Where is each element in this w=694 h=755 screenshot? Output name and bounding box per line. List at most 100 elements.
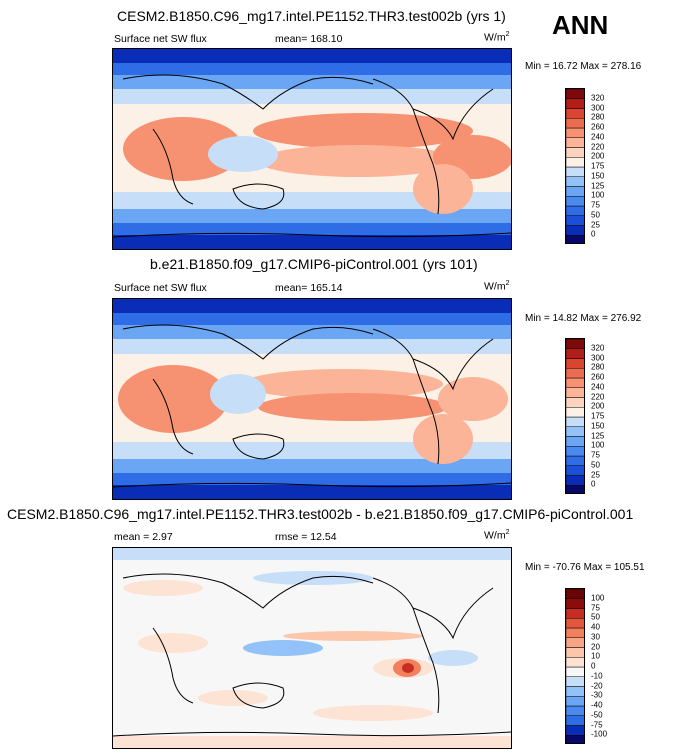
colorbar-swatch — [566, 147, 584, 158]
colorbar-swatch — [566, 205, 584, 216]
colorbar-tick-label: 300 — [591, 103, 605, 112]
colorbar-swatch — [566, 475, 584, 486]
colorbar-tick-label: 220 — [591, 142, 605, 151]
colorbar-swatch — [566, 618, 584, 629]
panel1-title: CESM2.B1850.C96_mg17.intel.PE1152.THR3.t… — [117, 8, 506, 24]
colorbar-swatch — [566, 647, 584, 658]
colorbar-tick-label: 320 — [591, 93, 605, 103]
colorbar-tick-label: 75 — [591, 200, 600, 210]
colorbar-swatch — [566, 186, 584, 197]
colorbar-swatch — [566, 166, 584, 177]
colorbar-tick-label: 50 — [591, 612, 600, 622]
colorbar-swatch — [566, 368, 584, 379]
colorbar-tick-label: 175 — [591, 411, 605, 421]
colorbar-swatch — [566, 666, 584, 677]
colorbar-tick-label: -100 — [591, 729, 608, 739]
panel2-minmax: Min = 14.82 Max = 276.92 — [525, 313, 642, 324]
colorbar-swatch — [566, 157, 584, 168]
colorbar-tick-label: 25 — [591, 220, 600, 229]
colorbar-tick-label: 125 — [591, 431, 605, 440]
colorbar-swatch — [566, 725, 584, 736]
colorbar-tick-label: -50 — [591, 710, 603, 720]
colorbar-swatch — [566, 705, 584, 716]
colorbar-tick-label: 240 — [591, 382, 605, 392]
colorbar-swatch — [566, 407, 584, 418]
colorbar-swatch — [566, 387, 584, 398]
colorbar-tick-label: 100 — [591, 190, 605, 200]
colorbar-tick-label: 0 — [591, 479, 596, 489]
colorbar-swatch — [566, 696, 584, 707]
colorbar-tick-label: -20 — [591, 681, 603, 690]
colorbar-swatch — [566, 608, 584, 619]
colorbar-tick-label: 20 — [591, 642, 600, 651]
colorbar-swatch — [566, 657, 584, 668]
colorbar-tick-label: 50 — [591, 210, 600, 220]
season-label: ANN — [552, 10, 609, 40]
colorbar-swatch — [566, 176, 584, 187]
colorbar-swatch — [566, 377, 584, 388]
colorbar-swatch — [566, 358, 584, 369]
colorbar-swatch — [566, 196, 584, 207]
colorbar-tick-label: 40 — [591, 622, 600, 632]
colorbar-swatch — [566, 637, 584, 648]
colorbar-swatch — [566, 118, 584, 129]
colorbar-swatch — [566, 589, 584, 599]
colorbar-tick-label: -40 — [591, 700, 603, 710]
panel2-units: W/m2 — [484, 280, 510, 293]
panel2-colorbar: 320 300 280 260 240 220 200 175 150 125 100 75 50 25 0 — [565, 338, 604, 494]
panel1-minmax: Min = 16.72 Max = 278.16 — [525, 61, 642, 72]
colorbar-tick-label: 260 — [591, 122, 605, 132]
panel2-map — [112, 298, 512, 500]
colorbar-tick-label: 260 — [591, 372, 605, 382]
panel1-colorbar-swatches — [565, 88, 585, 244]
colorbar-tick-label: 150 — [591, 171, 605, 181]
colorbar-swatch — [566, 715, 584, 726]
colorbar-swatch — [566, 676, 584, 687]
panel2-title: b.e21.B1850.f09_g17.CMIP6-piControl.001 … — [150, 256, 478, 272]
colorbar-tick-label: 75 — [591, 603, 600, 612]
colorbar-tick-label: 280 — [591, 112, 605, 122]
colorbar-swatch — [566, 598, 584, 609]
colorbar-tick-label: 220 — [591, 392, 605, 401]
colorbar-swatch — [566, 137, 584, 148]
colorbar-tick-label: 100 — [591, 593, 605, 603]
panel3-minmax: Min = -70.76 Max = 105.51 — [525, 562, 645, 573]
colorbar-swatch — [566, 455, 584, 466]
panel1-variable-label: Surface net SW flux — [114, 33, 207, 45]
colorbar-swatch — [566, 686, 584, 697]
colorbar-tick-label: 0 — [591, 661, 596, 671]
colorbar-tick-label: 300 — [591, 353, 605, 362]
colorbar-tick-label: 175 — [591, 161, 605, 171]
panel1-mean-label: mean= 168.10 — [275, 33, 343, 45]
panel2-mean-label: mean= 165.14 — [275, 282, 343, 294]
colorbar-swatch — [566, 446, 584, 457]
colorbar-tick-label: 150 — [591, 421, 605, 431]
colorbar-swatch — [566, 89, 584, 99]
colorbar-tick-label: 125 — [591, 181, 605, 190]
colorbar-swatch — [566, 108, 584, 119]
colorbar-swatch — [566, 485, 584, 493]
colorbar-swatch — [566, 465, 584, 476]
colorbar-tick-label: -30 — [591, 690, 603, 700]
colorbar-swatch — [566, 397, 584, 408]
colorbar-tick-label: 200 — [591, 151, 605, 161]
colorbar-tick-label: 100 — [591, 440, 605, 450]
colorbar-tick-label: 25 — [591, 470, 600, 479]
panel1-colorbar: 320 300 280 260 240 220 200 175 150 125 100 75 50 25 0 — [565, 88, 604, 244]
panel2-variable-label: Surface net SW flux — [114, 282, 207, 294]
colorbar-tick-label: 200 — [591, 401, 605, 411]
colorbar-tick-label: 320 — [591, 343, 605, 353]
panel3-colorbar-swatches — [565, 588, 585, 744]
colorbar-tick-label: -75 — [591, 720, 603, 729]
colorbar-swatch — [566, 215, 584, 226]
panel3-title: CESM2.B1850.C96_mg17.intel.PE1152.THR3.t… — [7, 506, 634, 522]
colorbar-tick-label: 50 — [591, 460, 600, 470]
colorbar-tick-label: 240 — [591, 132, 605, 142]
colorbar-swatch — [566, 348, 584, 359]
panel3-units: W/m2 — [484, 529, 510, 542]
colorbar-tick-label: -10 — [591, 671, 603, 681]
colorbar-swatch — [566, 225, 584, 236]
panel3-rmse-label: rmse = 12.54 — [275, 531, 337, 543]
panel1-units: W/m2 — [484, 31, 510, 44]
colorbar-swatch — [566, 98, 584, 109]
